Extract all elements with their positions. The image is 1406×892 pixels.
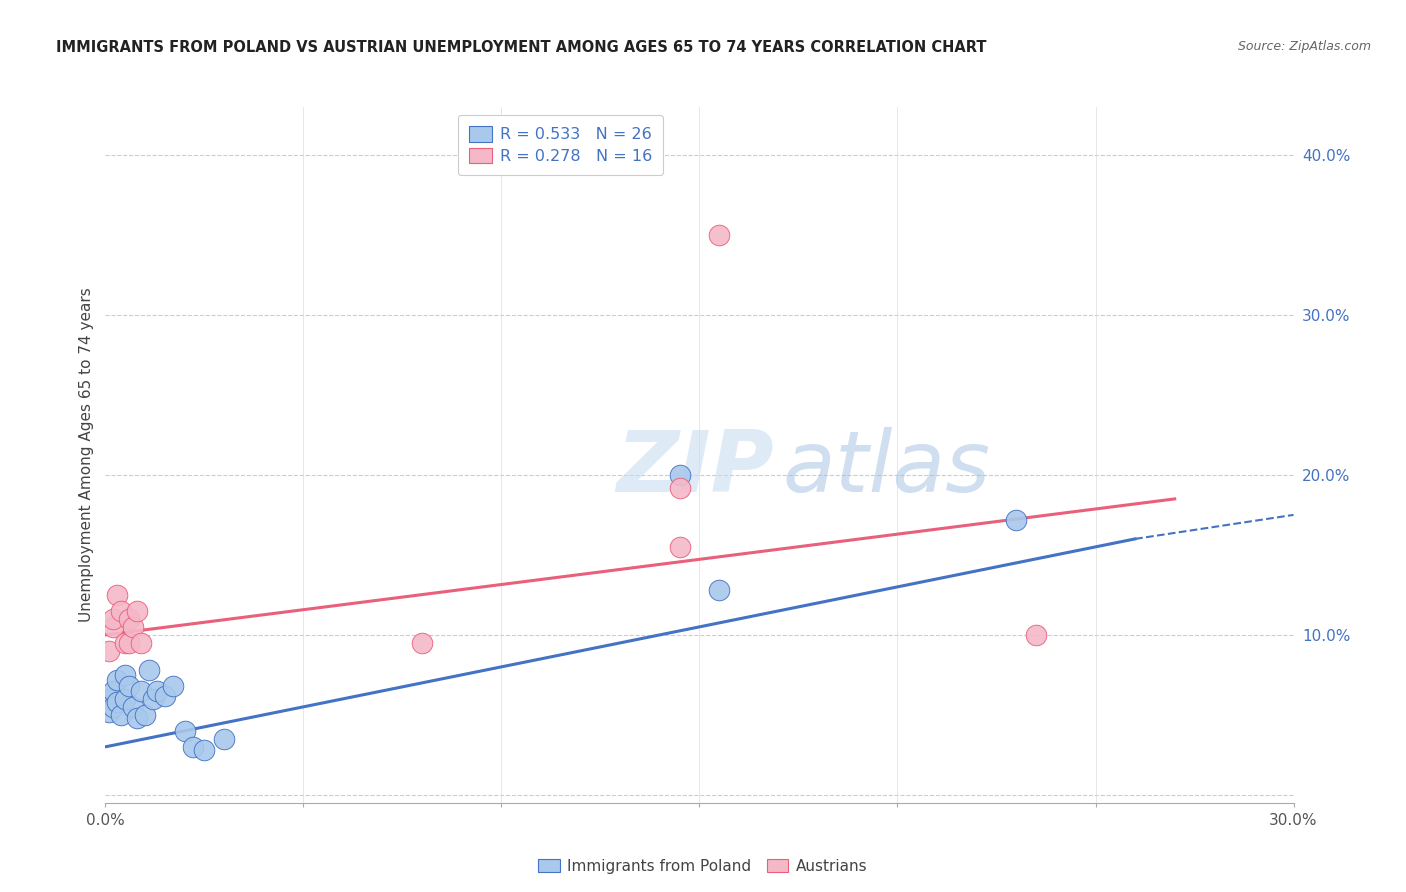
- Point: [98, 705, 121, 719]
- Point: [162, 679, 184, 693]
- Point: [134, 707, 156, 722]
- Point: [1005, 513, 1028, 527]
- Point: [411, 636, 433, 650]
- Point: [118, 636, 141, 650]
- Point: [110, 707, 132, 722]
- Legend: Immigrants from Poland, Austrians: Immigrants from Poland, Austrians: [533, 853, 873, 880]
- Point: [173, 723, 195, 738]
- Text: atlas: atlas: [783, 427, 991, 510]
- Point: [114, 668, 136, 682]
- Point: [129, 636, 152, 650]
- Point: [668, 467, 690, 482]
- Point: [110, 604, 132, 618]
- Point: [98, 691, 121, 706]
- Point: [127, 604, 149, 618]
- Point: [1025, 628, 1047, 642]
- Point: [103, 620, 125, 634]
- Point: [118, 679, 141, 693]
- Point: [146, 683, 169, 698]
- Point: [118, 612, 141, 626]
- Point: [105, 588, 128, 602]
- Point: [105, 673, 128, 687]
- Point: [103, 612, 125, 626]
- Point: [114, 636, 136, 650]
- Point: [668, 481, 690, 495]
- Point: [105, 695, 128, 709]
- Legend: R = 0.533   N = 26, R = 0.278   N = 16: R = 0.533 N = 26, R = 0.278 N = 16: [458, 115, 664, 175]
- Point: [122, 620, 145, 634]
- Point: [153, 689, 176, 703]
- Point: [103, 683, 125, 698]
- Point: [138, 663, 160, 677]
- Point: [129, 683, 152, 698]
- Point: [709, 583, 731, 598]
- Point: [181, 739, 204, 754]
- Point: [122, 699, 145, 714]
- Point: [709, 227, 731, 242]
- Point: [98, 644, 121, 658]
- Point: [214, 731, 236, 746]
- Text: Source: ZipAtlas.com: Source: ZipAtlas.com: [1237, 40, 1371, 54]
- Point: [142, 691, 165, 706]
- Y-axis label: Unemployment Among Ages 65 to 74 years: Unemployment Among Ages 65 to 74 years: [79, 287, 94, 623]
- Text: ZIP: ZIP: [616, 427, 773, 510]
- Point: [103, 699, 125, 714]
- Point: [114, 691, 136, 706]
- Point: [193, 743, 215, 757]
- Text: IMMIGRANTS FROM POLAND VS AUSTRIAN UNEMPLOYMENT AMONG AGES 65 TO 74 YEARS CORREL: IMMIGRANTS FROM POLAND VS AUSTRIAN UNEMP…: [56, 40, 987, 55]
- Point: [127, 711, 149, 725]
- Point: [668, 540, 690, 554]
